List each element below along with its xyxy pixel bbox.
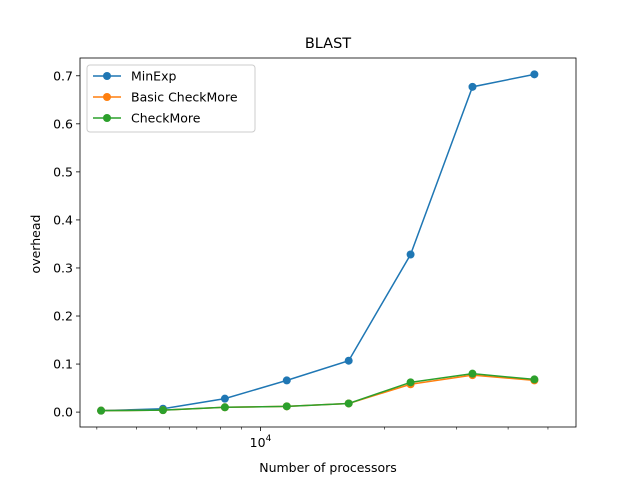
- series-0-point-2: [220, 394, 229, 403]
- legend-marker-1: [103, 93, 111, 101]
- legend-label-1: Basic CheckMore: [131, 90, 238, 105]
- y-tick-label-2: 0.2: [53, 309, 73, 324]
- series-2-point-2: [220, 403, 229, 412]
- y-tick-label-4: 0.4: [53, 212, 73, 227]
- x-tick-label-base: 10: [250, 435, 266, 450]
- series-2-point-7: [530, 375, 539, 384]
- y-tick-label-1: 0.1: [53, 357, 73, 372]
- legend-box: [86, 64, 256, 133]
- legend-marker-0: [103, 72, 111, 80]
- axes-frame: [79, 57, 577, 428]
- series-line-2: [101, 372, 535, 412]
- chart-title: BLAST: [305, 36, 351, 52]
- x-tick-label-exponent: 4: [266, 434, 272, 444]
- series-2-point-6: [468, 369, 477, 378]
- y-tick-label-7: 0.7: [53, 68, 73, 83]
- series-2-point-3: [282, 402, 291, 411]
- series-2-point-0: [97, 406, 106, 415]
- series-0-point-4: [344, 356, 353, 365]
- legend-label-2: CheckMore: [131, 111, 201, 126]
- legend: MinExp Basic CheckMore CheckMore: [86, 64, 256, 133]
- series-0-point-6: [468, 82, 477, 91]
- legend-label-0: MinExp: [131, 69, 176, 84]
- y-tick-label-3: 0.3: [53, 260, 73, 275]
- x-axis-label: Number of processors: [259, 460, 397, 475]
- series-0-point-7: [530, 70, 539, 79]
- x-tick-label: 104: [250, 434, 272, 450]
- series-2-point-5: [406, 378, 415, 387]
- series-2-point-1: [158, 406, 167, 415]
- y-tick-label-6: 0.6: [53, 116, 73, 131]
- series-2-point-4: [344, 399, 353, 408]
- plot-area: 0.0 0.1 0.2 0.3 0.4 0.5 0.6 0.7 104: [53, 57, 577, 450]
- series-line-0: [101, 73, 535, 412]
- y-axis-label: overhead: [28, 215, 43, 274]
- y-tick-label-0: 0.0: [53, 405, 73, 420]
- legend-marker-2: [103, 114, 111, 122]
- series-0-point-5: [406, 250, 415, 259]
- y-tick-label-5: 0.5: [53, 164, 73, 179]
- series-0-point-3: [282, 376, 291, 385]
